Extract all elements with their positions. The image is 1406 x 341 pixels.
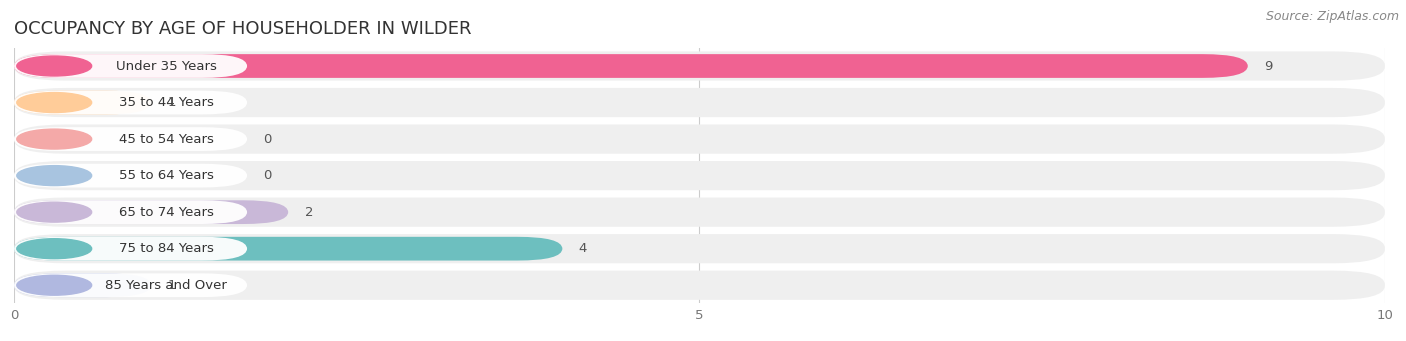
FancyBboxPatch shape: [14, 54, 1249, 78]
Circle shape: [17, 202, 91, 222]
Text: 1: 1: [167, 96, 176, 109]
FancyBboxPatch shape: [14, 271, 1385, 300]
FancyBboxPatch shape: [14, 273, 152, 297]
Text: 85 Years and Over: 85 Years and Over: [105, 279, 226, 292]
Circle shape: [17, 129, 91, 149]
FancyBboxPatch shape: [14, 197, 1385, 227]
FancyBboxPatch shape: [14, 51, 1385, 80]
Circle shape: [17, 92, 91, 113]
Circle shape: [17, 275, 91, 295]
FancyBboxPatch shape: [14, 237, 247, 261]
FancyBboxPatch shape: [14, 91, 247, 115]
Text: Source: ZipAtlas.com: Source: ZipAtlas.com: [1265, 10, 1399, 23]
Text: 4: 4: [579, 242, 588, 255]
Circle shape: [17, 239, 91, 259]
Text: 0: 0: [263, 169, 271, 182]
Text: 45 to 54 Years: 45 to 54 Years: [118, 133, 214, 146]
Text: 1: 1: [167, 279, 176, 292]
FancyBboxPatch shape: [14, 54, 247, 78]
Text: 35 to 44 Years: 35 to 44 Years: [118, 96, 214, 109]
FancyBboxPatch shape: [14, 200, 247, 224]
Text: 2: 2: [305, 206, 314, 219]
Circle shape: [17, 166, 91, 186]
Text: 65 to 74 Years: 65 to 74 Years: [118, 206, 214, 219]
Circle shape: [17, 56, 91, 76]
Text: Under 35 Years: Under 35 Years: [115, 60, 217, 73]
Text: 9: 9: [1264, 60, 1272, 73]
FancyBboxPatch shape: [14, 88, 1385, 117]
Text: 0: 0: [263, 133, 271, 146]
FancyBboxPatch shape: [14, 124, 1385, 154]
FancyBboxPatch shape: [14, 127, 247, 151]
FancyBboxPatch shape: [14, 237, 562, 261]
FancyBboxPatch shape: [14, 234, 1385, 263]
FancyBboxPatch shape: [14, 273, 247, 297]
FancyBboxPatch shape: [14, 91, 152, 115]
Text: 75 to 84 Years: 75 to 84 Years: [118, 242, 214, 255]
Text: 55 to 64 Years: 55 to 64 Years: [118, 169, 214, 182]
FancyBboxPatch shape: [14, 161, 1385, 190]
FancyBboxPatch shape: [14, 164, 247, 188]
FancyBboxPatch shape: [14, 200, 288, 224]
Text: OCCUPANCY BY AGE OF HOUSEHOLDER IN WILDER: OCCUPANCY BY AGE OF HOUSEHOLDER IN WILDE…: [14, 20, 471, 38]
